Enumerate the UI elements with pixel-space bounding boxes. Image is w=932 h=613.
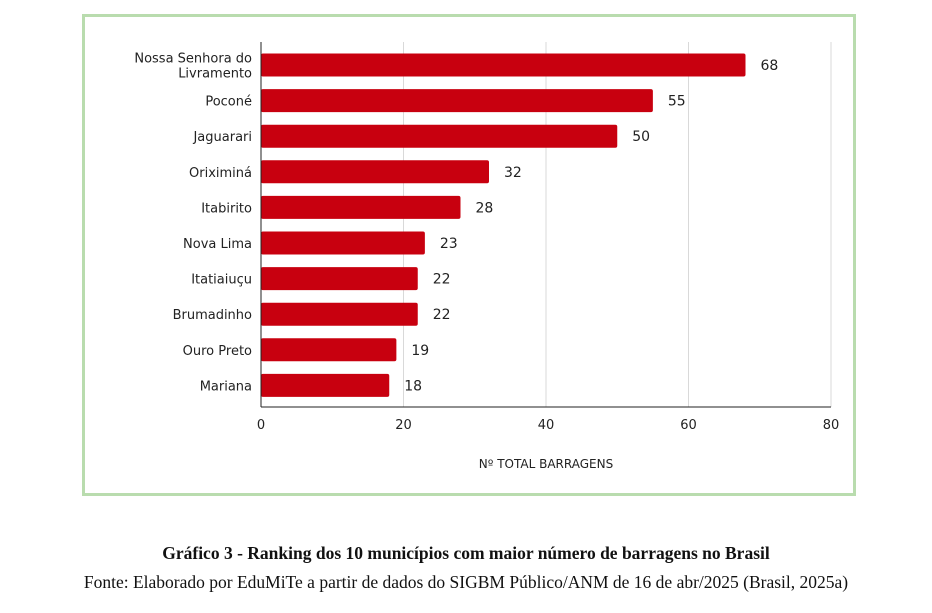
category-label: Jaguarari [192,130,252,145]
bar [261,373,390,397]
bar [261,302,418,326]
x-tick-labels: 0 20 40 60 80 [257,418,839,433]
category-label: Nova Lima [183,237,252,252]
x-tick-label: 80 [823,418,840,433]
figure-caption-title: Gráfico 3 - Ranking dos 10 municípios co… [162,543,770,563]
bar-value-label: 32 [504,165,522,181]
category-label: Itabirito [201,201,252,216]
bar-value-label: 50 [632,129,650,145]
x-tick-label: 40 [538,418,555,433]
bars [261,53,746,397]
bar [261,338,397,362]
figure-caption-source: Fonte: Elaborado por EduMiTe a partir de… [83,572,849,592]
bar [261,267,418,291]
x-axis-label: Nº TOTAL BARRAGENS [479,457,613,471]
bar [261,160,489,184]
category-label: Itatiaiuçu [191,273,252,288]
bar-chart: 68 55 50 32 28 23 22 22 19 18 Nossa Senhora doLiv… [134,42,839,471]
x-tick-label: 20 [395,418,412,433]
category-label: Oriximiná [189,166,252,181]
bar [261,89,653,113]
category-label: Mariana [200,379,252,394]
bar-value-label: 55 [668,94,686,110]
bar-value-label: 68 [761,58,779,74]
category-label: Brumadinho [173,308,252,323]
x-tick-label: 60 [680,418,697,433]
category-label: Poconé [205,95,252,110]
bar-value-label: 22 [433,272,451,288]
bar [261,53,746,77]
bar-value-label: 19 [411,343,429,359]
bar-value-label: 23 [440,236,458,252]
bar-value-label: 18 [404,378,422,394]
category-label: Ouro Preto [183,344,252,359]
bar [261,231,425,255]
bar [261,124,618,148]
category-label: Nossa Senhora do [134,52,252,67]
bar [261,195,461,219]
x-tick-label: 0 [257,418,265,433]
bar-value-label: 22 [433,307,451,323]
bar-value-label: 28 [476,200,494,216]
data-labels: 68 55 50 32 28 23 22 22 19 18 [404,58,778,394]
category-label: Livramento [178,67,252,82]
